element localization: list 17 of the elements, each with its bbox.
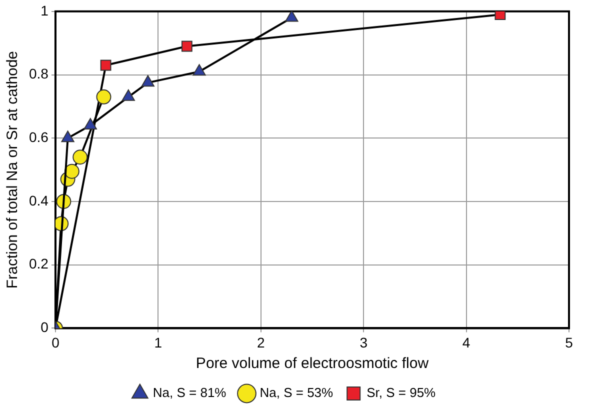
x-tick-label: 2 [256,334,265,350]
y-tick-label: 0 [40,319,49,336]
y-tick-label: 1 [40,2,49,18]
x-tick-label: 4 [462,334,470,350]
x-tick-label: 5 [565,334,574,350]
y-axis-title: Fraction of total Na or Sr at cathode [4,50,22,289]
x-axis-title: Pore volume of electroosmotic flow [196,355,429,372]
y-tick-label: 0.4 [28,192,49,208]
y-tick-label: 0.6 [28,128,49,145]
x-tick-label: 1 [154,334,162,350]
y-tick-label: 0.2 [28,256,49,272]
x-tick-label: 0 [52,334,60,350]
y-tick-label: 0.8 [28,66,49,82]
legend-label: Sr, S = 95% [366,385,436,400]
legend-label: Na, S = 81% [152,385,227,400]
x-tick-label: 3 [360,334,368,350]
legend-label: Na, S = 53% [260,385,334,400]
